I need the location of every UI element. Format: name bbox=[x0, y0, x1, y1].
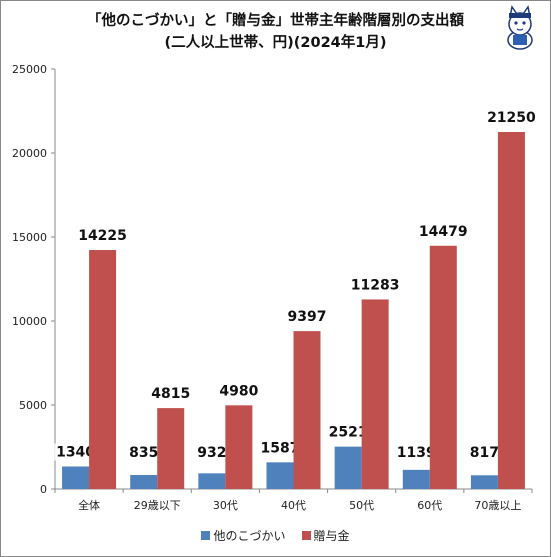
legend-swatch-blue bbox=[201, 531, 211, 540]
bar-series-1 bbox=[266, 462, 294, 489]
bar-series-1 bbox=[470, 475, 498, 489]
legend-item-series-2: 贈与金 bbox=[301, 527, 350, 544]
data-label-backdrop bbox=[195, 444, 229, 461]
data-label-backdrop bbox=[467, 444, 502, 461]
data-label-series-2: 14479 bbox=[419, 224, 468, 240]
data-label-series-1: 2521 bbox=[329, 425, 368, 441]
data-label-series-2: 11283 bbox=[351, 277, 400, 293]
legend-label-series-1: 他のこづかい bbox=[213, 529, 286, 543]
bar-series-1 bbox=[402, 469, 430, 489]
data-label-series-1: 1587 bbox=[261, 440, 300, 456]
bar-series-2 bbox=[157, 408, 185, 489]
bars: 1340 14225 835 4815 932 4980 1587 9397 2521 11283… bbox=[54, 110, 536, 489]
bar-series-2 bbox=[361, 299, 389, 489]
bar-series-2 bbox=[497, 132, 525, 489]
x-tick-label: 70歳以上 bbox=[474, 499, 521, 512]
data-label-backdrop bbox=[395, 444, 438, 461]
x-axis-ticks: 全体 29歳以下 30代 40代 50代 60代 70歳以上 bbox=[54, 489, 533, 512]
bar-series-2 bbox=[225, 405, 253, 489]
x-tick-label: 50代 bbox=[349, 499, 374, 512]
chart-title-block: 「他のこづかい」と「贈与金」世帯主年齢階層別の支出額 (二人以上世帯、円)(20… bbox=[0, 10, 551, 54]
x-tick-label: 29歳以下 bbox=[134, 499, 181, 512]
legend-swatch-red bbox=[301, 531, 311, 540]
chart-title: 「他のこづかい」と「贈与金」世帯主年齢階層別の支出額 bbox=[87, 13, 464, 29]
data-label-series-1: 1139 bbox=[397, 445, 436, 461]
y-tick-label: 25000 bbox=[12, 63, 47, 76]
y-tick-label: 5000 bbox=[19, 399, 47, 412]
bar-series-2 bbox=[293, 331, 321, 489]
legend: 他のこづかい 贈与金 bbox=[0, 527, 551, 544]
data-label-backdrop bbox=[327, 423, 370, 441]
bar-series-1 bbox=[334, 446, 362, 489]
data-label-series-2: 4815 bbox=[151, 386, 190, 402]
bar-series-2 bbox=[89, 250, 117, 489]
data-label-series-2: 9397 bbox=[288, 309, 327, 325]
x-tick-label: 60代 bbox=[417, 499, 442, 512]
y-tick-label: 0 bbox=[40, 483, 47, 496]
bar-series-1 bbox=[198, 473, 226, 489]
bar-series-2 bbox=[429, 245, 457, 489]
chart-subtitle: (二人以上世帯、円)(2024年1月) bbox=[164, 35, 387, 51]
data-label-series-1: 835 bbox=[129, 445, 158, 461]
data-label-series-2: 21250 bbox=[487, 110, 536, 126]
y-axis-ticks: 0 5000 10000 15000 20000 25000 bbox=[12, 63, 55, 496]
x-tick-label: 40代 bbox=[281, 499, 306, 512]
data-label-backdrop bbox=[259, 439, 301, 457]
bar-series-1 bbox=[130, 474, 158, 489]
x-tick-label: 30代 bbox=[213, 499, 238, 512]
data-label-backdrop bbox=[126, 444, 161, 461]
legend-item-series-1: 他のこづかい bbox=[201, 527, 286, 544]
bar-series-1 bbox=[62, 466, 90, 489]
y-tick-label: 15000 bbox=[12, 231, 47, 244]
data-label-series-1: 932 bbox=[197, 445, 226, 461]
data-label-series-2: 4980 bbox=[219, 383, 258, 399]
y-tick-label: 20000 bbox=[12, 147, 47, 160]
x-tick-label: 全体 bbox=[78, 498, 100, 512]
mascot-cat-icon bbox=[507, 5, 533, 50]
data-label-series-2: 14225 bbox=[78, 228, 127, 244]
data-label-series-1: 817 bbox=[470, 445, 499, 461]
data-label-series-1: 1340 bbox=[56, 444, 95, 460]
data-label-backdrop bbox=[54, 443, 97, 461]
legend-label-series-2: 贈与金 bbox=[313, 529, 350, 543]
y-tick-label: 10000 bbox=[12, 315, 47, 328]
